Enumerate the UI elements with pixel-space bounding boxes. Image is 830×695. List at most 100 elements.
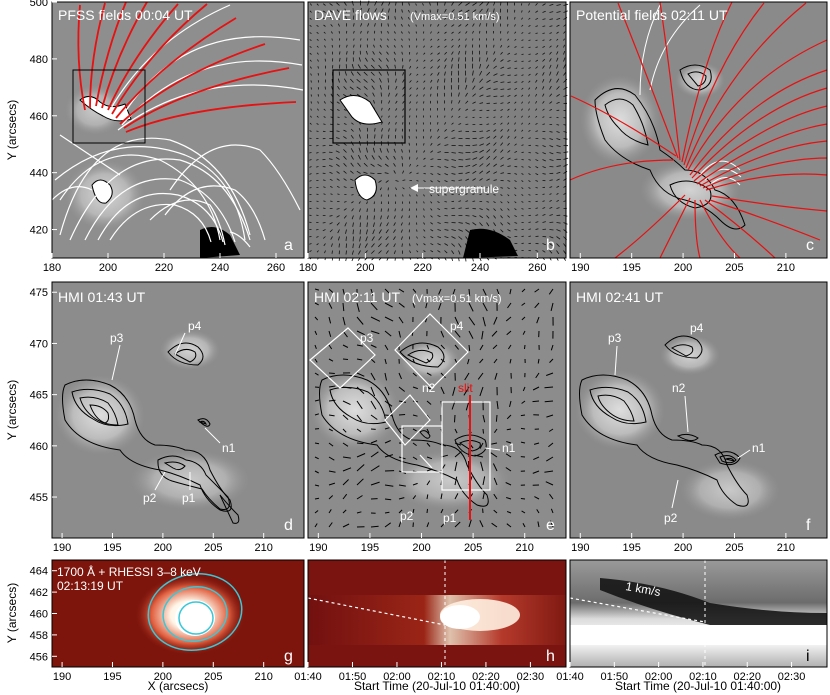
flow-arrow [356,428,362,433]
flow-arrow [535,250,539,252]
flow-arrow [426,456,433,460]
flow-arrow [500,38,502,41]
flow-arrow [314,344,317,349]
flow-arrow [314,442,320,445]
flow-arrow [344,71,347,76]
flow-arrow [384,288,391,295]
flow-arrow [342,479,349,486]
flow-arrow [330,31,333,34]
flow-arrow [316,166,319,168]
flow-arrow [401,51,403,55]
flow-arrow [330,108,333,111]
flow-arrow [535,17,539,20]
flow-arrow [492,463,498,472]
flow-arrow [514,101,517,104]
flow-arrow [507,128,510,132]
flow-arrow [514,201,517,204]
flow-arrow [350,71,354,76]
flow-arrow [353,44,355,48]
flow-arrow [378,58,382,62]
panel-b: supergranule DAVE flows (Vmax=0.51 km/s)… [307,0,569,262]
flow-arrow [507,115,510,118]
flow-arrow [493,156,497,160]
flow-arrow [444,136,448,139]
x-tick-label-g: 190 [53,671,71,683]
flow-arrow [458,123,462,125]
flow-arrow [402,101,405,104]
flow-arrow [458,207,462,209]
flow-arrow [395,93,398,97]
time-tick-label-i: 02:00 [645,671,673,683]
flow-arrow [548,493,554,500]
x-tick-label-b: 180 [299,262,317,274]
panel-f-title: HMI 02:41 UT [576,289,664,305]
flow-arrow [493,201,496,204]
flow-arrow [535,180,539,182]
label-p3: p3 [110,331,124,345]
flow-arrow [500,129,503,132]
x-tick-label-f: 195 [623,542,641,554]
flow-arrow [437,31,440,34]
flow-arrow [330,101,333,104]
y-tick-label-g: 462 [30,587,48,599]
flow-arrow [509,358,512,364]
flow-arrow [353,38,355,41]
flow-arrow [507,201,510,204]
panel-f-letter: f [806,517,811,534]
flow-arrow [507,215,510,218]
flow-arrow [563,44,565,48]
flow-arrow [367,30,369,34]
flow-arrow [356,453,366,458]
flow-arrow [316,3,319,6]
flow-arrow [316,130,319,132]
flow-arrow [378,250,382,254]
flow-arrow [514,31,517,34]
flow-arrow [356,344,363,347]
flow-arrow [482,492,485,500]
flow-arrow [437,229,442,231]
flow-arrow [379,187,382,191]
time-tick-label-h: 02:20 [472,671,500,683]
flow-arrow [528,228,531,230]
flow-arrow [393,58,396,62]
flow-arrow [366,208,368,212]
flow-arrow [542,250,546,253]
flow-arrow [356,478,364,486]
flow-arrow [386,71,389,76]
flow-arrow [401,208,403,212]
flow-arrow [384,498,392,501]
flow-arrow [351,122,354,125]
flow-arrow [323,31,326,34]
flow-arrow [323,116,326,118]
flow-arrow [408,215,410,219]
flow-arrow [549,109,553,111]
flow-arrow [500,74,505,76]
flow-arrow [380,38,382,41]
flow-arrow [328,288,334,293]
flow-arrow [454,330,461,338]
flow-arrow [514,122,516,125]
y-tick-label-g: 464 [30,566,48,578]
flow-arrow [386,215,389,220]
flow-arrow [437,122,439,125]
flow-arrow [493,477,498,486]
flow-arrow [398,414,406,416]
flow-arrow [430,208,433,211]
flow-arrow [395,85,398,90]
flow-arrow [314,413,320,416]
flow-arrow [364,64,368,69]
flow-arrow [528,67,531,69]
flow-arrow [500,142,504,146]
flow-arrow [479,170,484,174]
flow-arrow [514,180,517,183]
flow-arrow [444,166,449,169]
flow-arrow [401,149,403,153]
flow-arrow [324,45,326,48]
flow-arrow [486,149,491,153]
flow-arrow [386,64,389,69]
flow-arrow [472,215,477,218]
flow-arrow [346,44,348,48]
flow-arrow [514,16,516,20]
flow-arrow [336,178,340,181]
flow-arrow [351,201,354,204]
